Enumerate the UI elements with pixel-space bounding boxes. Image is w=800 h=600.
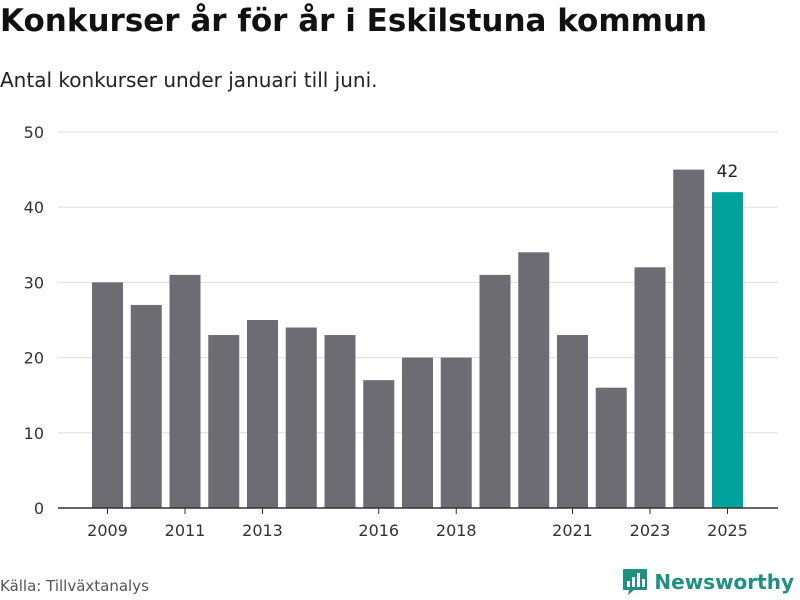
- x-tick-label-2018: 2018: [436, 521, 477, 540]
- bar-2025: [712, 192, 743, 508]
- bar-2018: [440, 357, 472, 508]
- x-tick-label-2013: 2013: [242, 521, 283, 540]
- bars: [92, 169, 743, 508]
- x-tick-label-2023: 2023: [630, 521, 671, 540]
- x-tick-label-2011: 2011: [165, 521, 206, 540]
- bar-chart-logo-icon: [623, 569, 648, 595]
- bar-2017: [402, 357, 433, 508]
- y-tick-label-20: 20: [24, 349, 44, 368]
- x-tick-label-2025: 2025: [707, 521, 748, 540]
- y-tick-label-50: 50: [24, 123, 44, 142]
- bar-2012: [208, 335, 240, 508]
- bar-2020: [518, 252, 550, 508]
- x-tick-label-2009: 2009: [87, 521, 128, 540]
- bar-2009: [92, 282, 123, 508]
- source-note: Källa: Tillväxtanalys: [0, 577, 149, 595]
- bar-2014: [285, 327, 317, 508]
- y-tick-label-30: 30: [24, 273, 44, 292]
- data-label-2025: 42: [717, 162, 739, 182]
- chart-subtitle: Antal konkurser under januari till juni.: [0, 68, 378, 92]
- bar-2021: [557, 335, 588, 508]
- bar-2016: [363, 380, 395, 508]
- axes: [58, 507, 778, 514]
- y-tick-label-10: 10: [24, 424, 44, 443]
- bar-2023: [634, 267, 666, 508]
- bar-2015: [324, 335, 356, 508]
- bar-2011: [169, 274, 201, 508]
- chart-title: Konkurser år för år i Eskilstuna kommun: [0, 3, 708, 39]
- y-tick-label-40: 40: [24, 198, 44, 217]
- y-tick-label-0: 0: [34, 499, 44, 518]
- bar-2010: [130, 304, 162, 508]
- bar-2013: [247, 320, 278, 508]
- bar-2022: [595, 387, 627, 508]
- brand-name: Newsworthy: [654, 570, 794, 594]
- x-tick-label-2016: 2016: [358, 521, 399, 540]
- labels: 0 10 20 30 40 50 2009 2011 2013 2016 2018 2021 2023 2…: [24, 123, 748, 540]
- brand-logo: Newsworthy: [622, 568, 794, 596]
- x-tick-label-2021: 2021: [552, 521, 593, 540]
- bar-2019: [479, 274, 511, 508]
- bar-2024: [673, 169, 705, 508]
